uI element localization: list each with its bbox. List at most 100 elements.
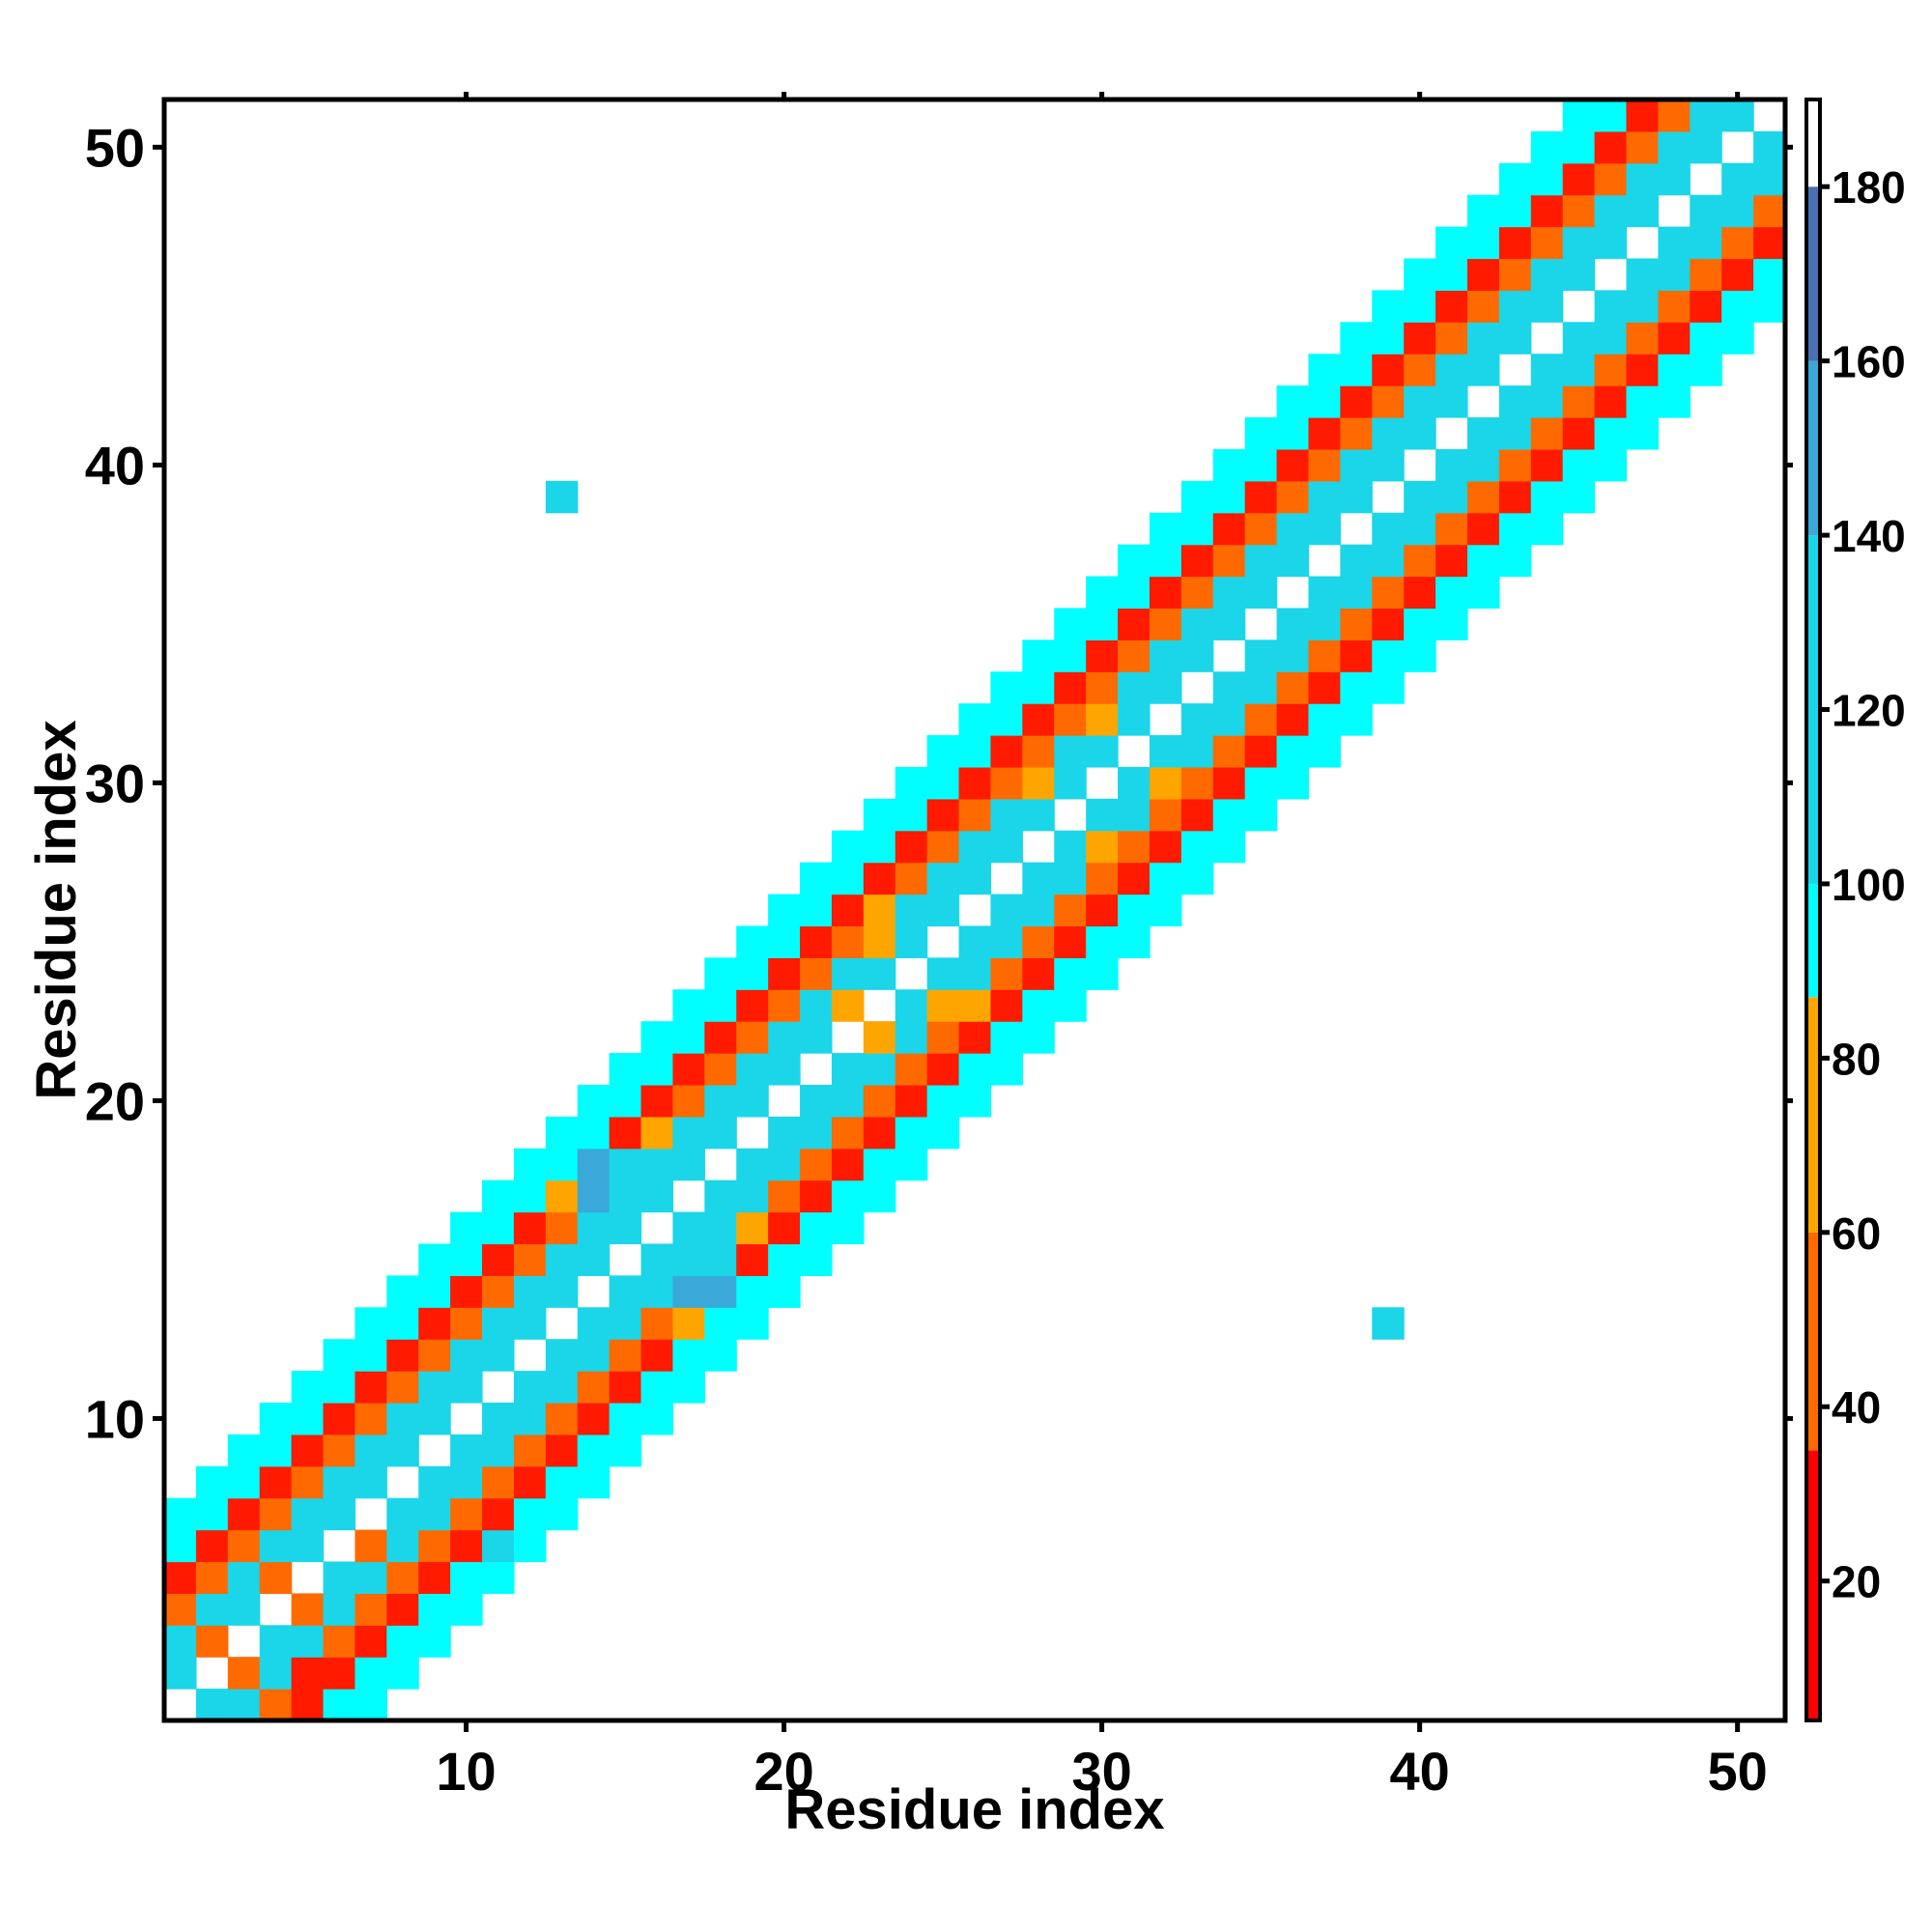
heatmap-cell bbox=[768, 1053, 801, 1086]
heatmap-cell bbox=[1404, 576, 1436, 610]
heatmap-cell bbox=[1562, 385, 1596, 418]
heatmap-cell bbox=[1594, 354, 1628, 386]
heatmap-cell bbox=[195, 1593, 229, 1626]
heatmap-cell bbox=[1690, 354, 1722, 386]
heatmap-cell bbox=[609, 1371, 642, 1404]
heatmap-cell bbox=[1498, 258, 1532, 292]
heatmap-cell bbox=[1340, 448, 1373, 482]
heatmap-cell bbox=[1149, 735, 1182, 768]
heatmap-cell bbox=[450, 1434, 483, 1467]
heatmap-cell bbox=[1466, 354, 1500, 386]
heatmap-cell bbox=[863, 925, 896, 958]
heatmap-cell bbox=[1435, 512, 1468, 546]
x-tick-label: 30 bbox=[1071, 1741, 1131, 1802]
heatmap-cell bbox=[164, 1529, 197, 1563]
heatmap-cell bbox=[609, 1307, 642, 1340]
heatmap-cell bbox=[1594, 162, 1628, 196]
heatmap-cell bbox=[450, 1307, 483, 1340]
heatmap-cell bbox=[704, 957, 737, 990]
heatmap-cell bbox=[863, 957, 896, 990]
heatmap-cell bbox=[291, 1371, 325, 1404]
heatmap-cell bbox=[545, 1371, 579, 1404]
heatmap-cell bbox=[1658, 322, 1690, 355]
heatmap-cell bbox=[1498, 385, 1532, 418]
heatmap-cell bbox=[926, 1053, 960, 1086]
heatmap-cell bbox=[1180, 735, 1214, 768]
heatmap-cell bbox=[672, 1148, 705, 1181]
heatmap-cell bbox=[800, 1243, 833, 1276]
heatmap-cell bbox=[482, 1561, 515, 1594]
heatmap-cell bbox=[513, 1434, 547, 1467]
heatmap-cell bbox=[863, 862, 896, 895]
heatmap-cell bbox=[926, 1021, 960, 1054]
heatmap-cell bbox=[990, 766, 1023, 800]
heatmap-cell bbox=[1594, 448, 1628, 482]
heatmap-cell bbox=[418, 1465, 451, 1499]
heatmap-cell bbox=[1626, 417, 1659, 450]
heatmap-cell bbox=[1562, 130, 1596, 164]
heatmap-cell bbox=[831, 1211, 865, 1245]
heatmap-cell bbox=[704, 989, 737, 1022]
heatmap-cell bbox=[895, 1148, 928, 1181]
heatmap-cell bbox=[1244, 766, 1278, 800]
heatmap-cell bbox=[800, 1179, 833, 1213]
heatmap-cell bbox=[1308, 735, 1341, 768]
heatmap-cell bbox=[1276, 480, 1310, 514]
heatmap-cell bbox=[990, 1021, 1023, 1054]
heatmap-cell bbox=[513, 1497, 547, 1531]
heatmap-cell bbox=[1276, 639, 1310, 672]
heatmap-cell bbox=[227, 1434, 261, 1467]
heatmap-cell bbox=[768, 1243, 801, 1276]
heatmap-cell bbox=[895, 766, 928, 800]
heatmap-cell bbox=[1149, 639, 1182, 672]
heatmap-cell bbox=[958, 798, 992, 832]
heatmap-cell bbox=[1054, 639, 1087, 672]
heatmap-cell bbox=[1530, 512, 1564, 546]
heatmap-cell bbox=[1244, 671, 1278, 704]
heatmap-cell bbox=[355, 1657, 387, 1690]
heatmap-cell bbox=[990, 798, 1023, 832]
y-axis-title: Residue index bbox=[25, 720, 88, 1099]
heatmap-cell bbox=[1118, 639, 1151, 672]
heatmap-cell bbox=[800, 957, 833, 990]
heatmap-cell bbox=[1690, 258, 1722, 292]
heatmap-cell bbox=[1308, 608, 1341, 640]
heatmap-cell bbox=[768, 1116, 801, 1150]
heatmap-cell bbox=[831, 830, 865, 864]
heatmap-cell bbox=[450, 1339, 483, 1372]
heatmap-cell bbox=[1435, 226, 1468, 260]
heatmap-cell bbox=[1658, 226, 1690, 260]
heatmap-cell bbox=[1562, 354, 1596, 386]
heatmap-cell bbox=[323, 1657, 356, 1690]
heatmap-cell bbox=[1562, 226, 1596, 260]
heatmap-cell bbox=[259, 1657, 293, 1690]
heatmap-cell bbox=[1435, 480, 1468, 514]
colorbar-tick-label: 80 bbox=[1832, 1034, 1881, 1084]
heatmap-cell bbox=[1180, 544, 1214, 578]
heatmap-cell bbox=[291, 1657, 325, 1690]
heatmap-cell bbox=[355, 1402, 387, 1435]
heatmap-cell bbox=[704, 1339, 737, 1372]
heatmap-cell bbox=[831, 1148, 865, 1181]
heatmap-cell bbox=[640, 1148, 674, 1181]
heatmap-cell bbox=[1626, 162, 1659, 196]
colorbar-tick-label: 140 bbox=[1832, 511, 1906, 561]
heatmap-cell bbox=[323, 1497, 356, 1531]
heatmap-cell bbox=[1086, 608, 1119, 640]
heatmap-cell bbox=[1054, 735, 1087, 768]
heatmap-cell bbox=[990, 957, 1023, 990]
heatmap-cell bbox=[926, 894, 960, 927]
heatmap-cell bbox=[831, 1084, 865, 1118]
heatmap-cell bbox=[609, 1402, 642, 1435]
heatmap-cell bbox=[1721, 194, 1754, 228]
heatmap-cell bbox=[1244, 639, 1278, 672]
heatmap-cell bbox=[1022, 798, 1055, 832]
heatmap-cell bbox=[1086, 925, 1119, 958]
heatmap-cell bbox=[482, 1465, 515, 1499]
heatmap-cell bbox=[195, 1689, 229, 1721]
y-tick-label: 30 bbox=[85, 753, 145, 813]
heatmap-cell bbox=[1626, 290, 1659, 323]
heatmap-cell bbox=[609, 1084, 642, 1118]
heatmap-cell bbox=[1498, 226, 1532, 260]
heatmap-cell bbox=[1118, 608, 1151, 640]
